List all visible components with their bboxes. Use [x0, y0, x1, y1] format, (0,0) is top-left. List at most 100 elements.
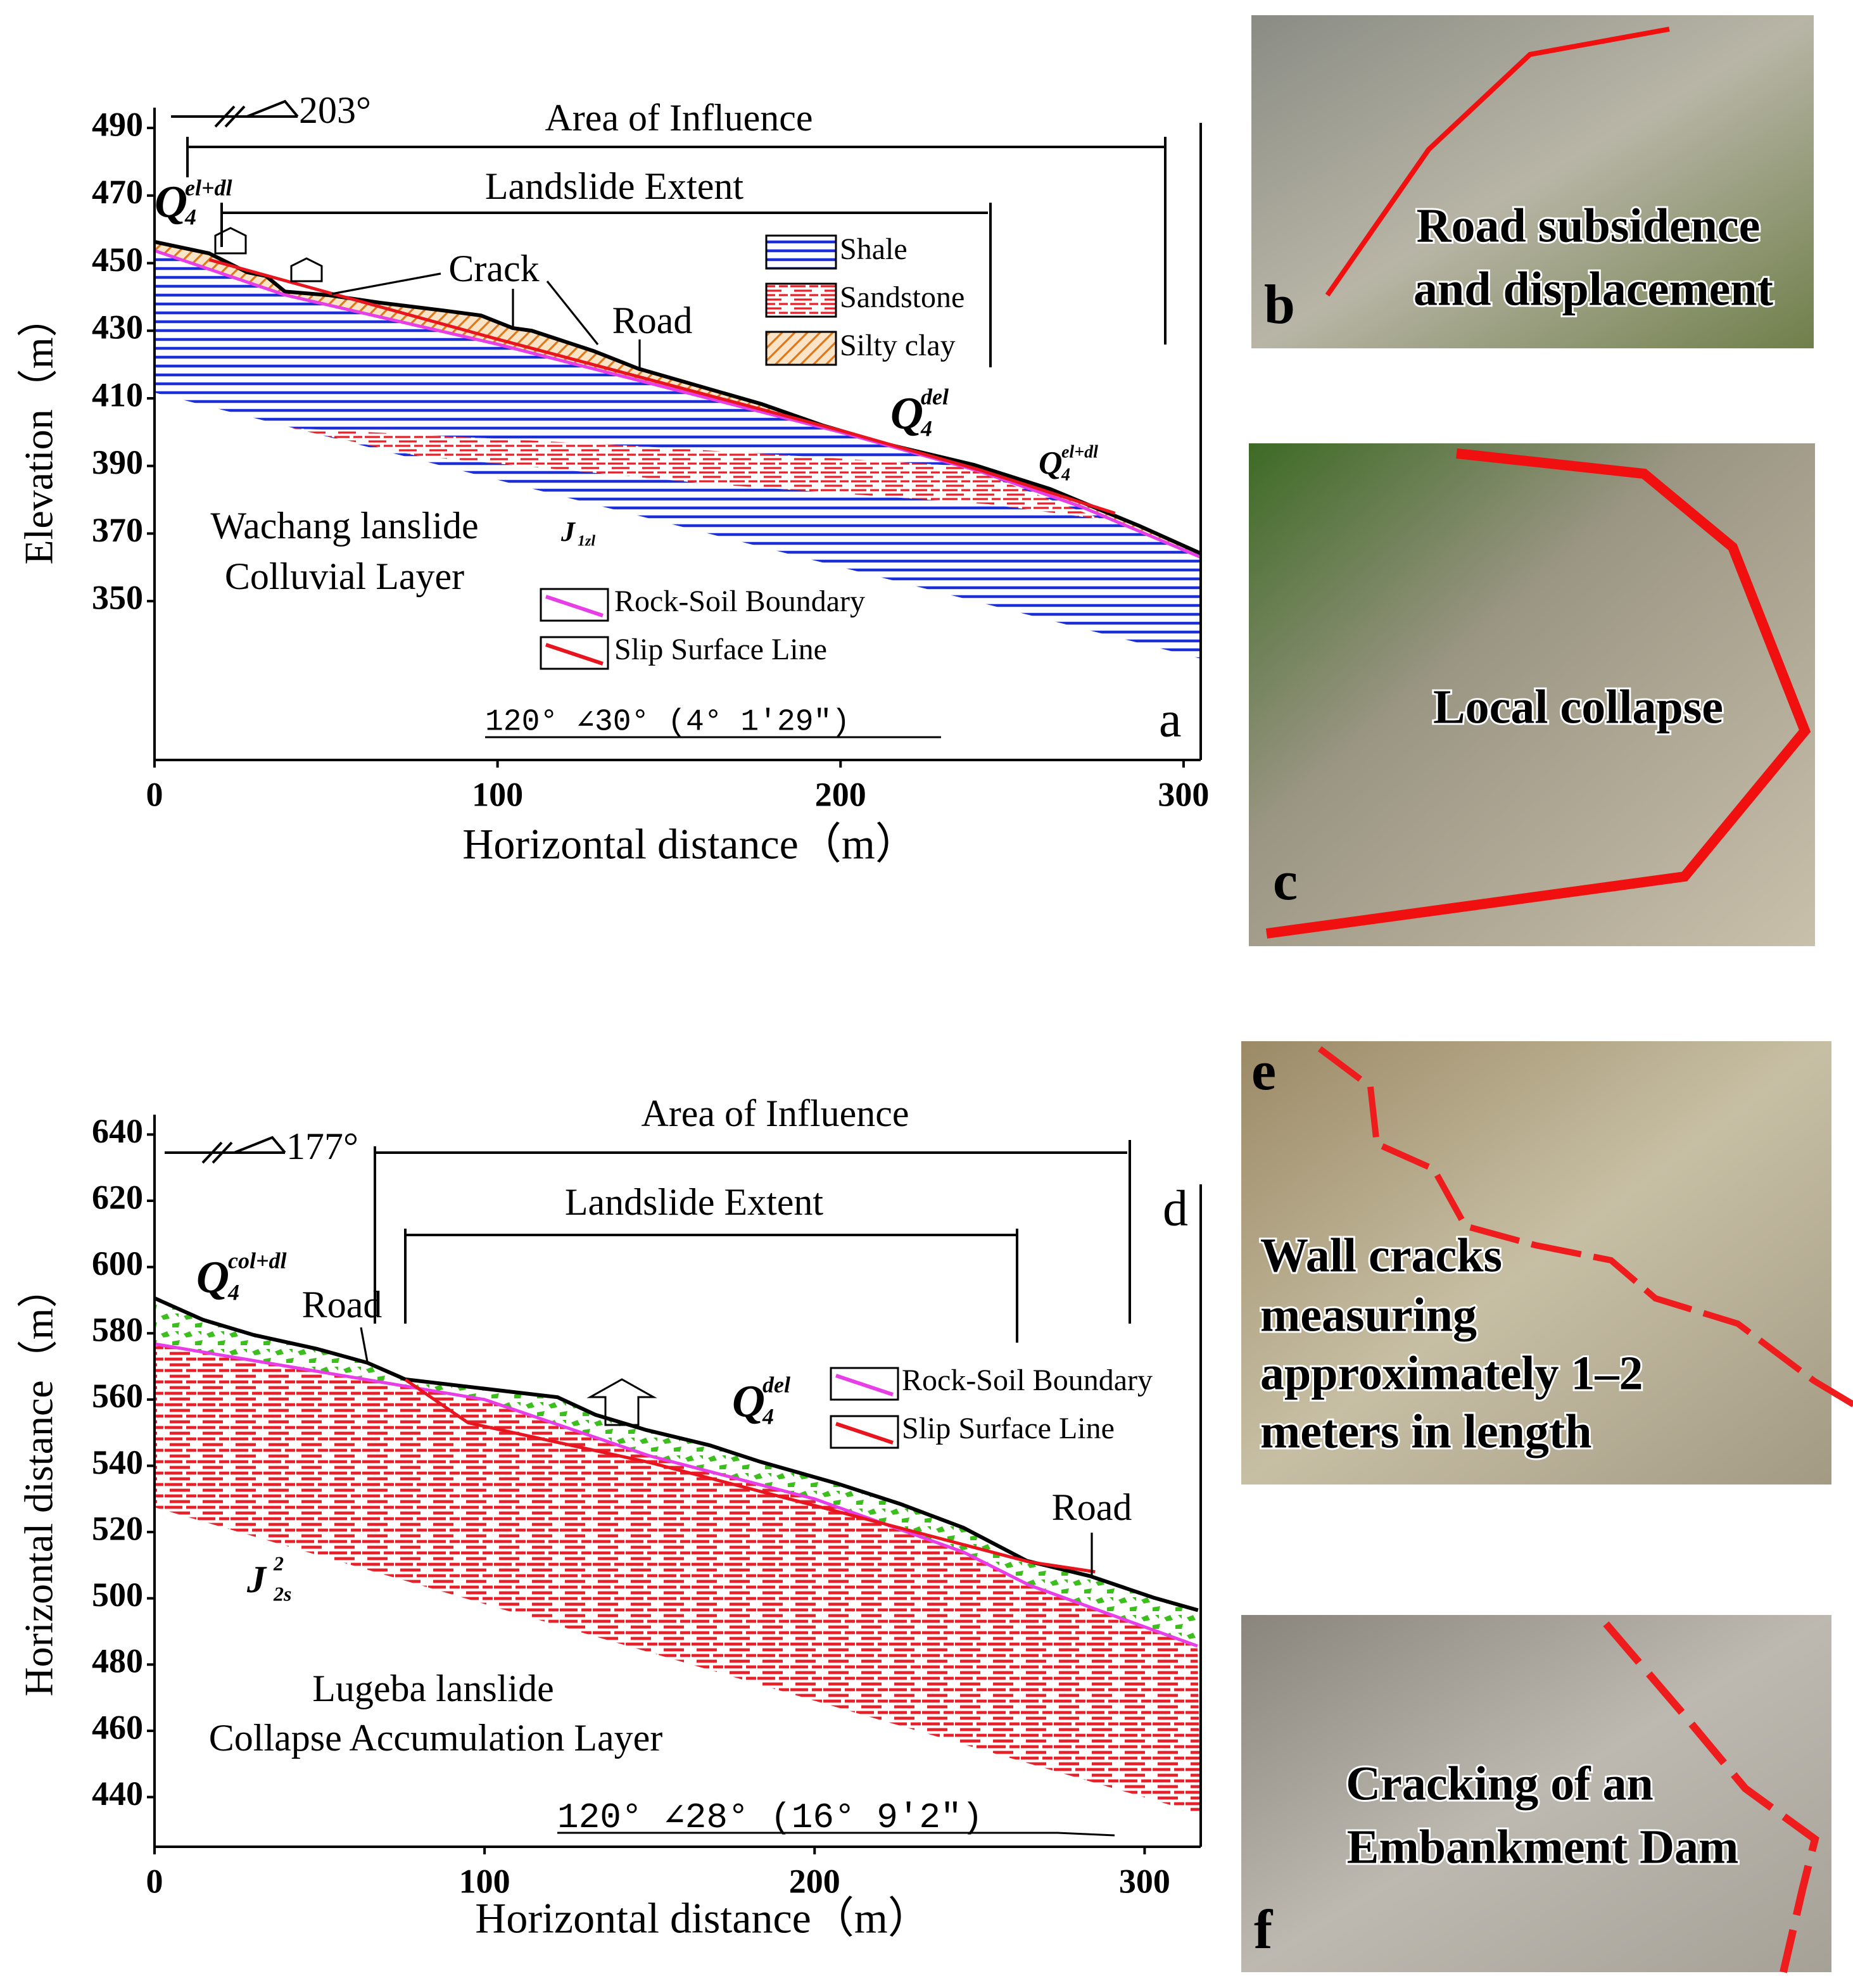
- x-axis-label: Horizontal distance（m）: [475, 1894, 930, 1942]
- legend-line: [835, 1422, 894, 1445]
- stratum-symbol: Q: [196, 1252, 229, 1303]
- y-tick-label: 370: [92, 511, 143, 549]
- crack-trace: [1325, 27, 1670, 297]
- y-tick-label: 430: [92, 308, 143, 346]
- y-tick-label: 480: [92, 1642, 143, 1680]
- y-tick-label: 350: [92, 579, 143, 617]
- annotation: Collapse Accumulation Layer: [209, 1717, 662, 1759]
- stratum-sup: el+dl: [185, 175, 232, 200]
- caption: Embankment Dam: [1347, 1820, 1739, 1873]
- x-tick-label: 100: [459, 1862, 510, 1900]
- stratum-sup: el+dl: [1061, 442, 1098, 462]
- stratum-sup: 2: [273, 1552, 284, 1574]
- stratum-symbol: Q: [1039, 445, 1063, 481]
- legend-swatch: [765, 282, 837, 318]
- azimuth: 203°: [299, 89, 371, 131]
- photo: [1251, 15, 1814, 348]
- stratum-sub: 4: [227, 1279, 239, 1305]
- legend-line: [545, 643, 604, 666]
- panel-label: a: [1159, 692, 1182, 747]
- x-tick-label: 300: [1119, 1862, 1170, 1900]
- leader-lines: [360, 1327, 1093, 1577]
- panel-d-layout: [165, 1136, 1131, 1837]
- photo-f: Cracking of an Embankment Dam f: [1241, 1615, 1831, 1973]
- legend-label: Sandstone: [840, 281, 964, 314]
- soil-layer: [155, 241, 1201, 557]
- annotation: Lugeba lanslide: [312, 1668, 554, 1709]
- leader-lines: [331, 272, 641, 371]
- caption: Cracking of an: [1346, 1757, 1654, 1810]
- photo-c: Local collapse c: [1249, 443, 1815, 946]
- orientation: 120° ∠28° (16° 9'2"): [557, 1797, 983, 1838]
- caption: Wall cracks: [1260, 1229, 1502, 1282]
- x-axis-label: Horizontal distance（m）: [462, 820, 918, 868]
- annotation: Road: [612, 300, 693, 341]
- collapse-trace: [1265, 448, 1811, 939]
- ground-surface: [154, 239, 1202, 555]
- influence-arrow: [186, 137, 1167, 345]
- caption: meters in length: [1260, 1405, 1591, 1458]
- y-tick-label: 470: [92, 173, 143, 211]
- stratum-sup: del: [762, 1372, 790, 1397]
- boundary-line: [208, 258, 1116, 515]
- azimuth: 177°: [286, 1125, 358, 1167]
- extent-arrow: [404, 1229, 1018, 1343]
- crack-trace: [1318, 1046, 1853, 1409]
- y-tick-label: 540: [92, 1443, 143, 1481]
- panel-d-texts: 177° Area of Influence Landslide Extent …: [16, 1092, 1188, 1942]
- legend-label: Shale: [840, 232, 908, 266]
- annotation: Landslide Extent: [485, 165, 744, 207]
- extent-arrow: [220, 203, 992, 367]
- x-tick-label: 0: [146, 775, 163, 813]
- y-tick-label: 410: [92, 376, 143, 414]
- boundary-line: [154, 1342, 1198, 1648]
- y-tick-label: 490: [92, 105, 143, 143]
- panel-label: d: [1163, 1181, 1188, 1236]
- legend-line: [545, 595, 604, 617]
- north-symbol: [165, 1136, 286, 1164]
- y-tick-label: 500: [92, 1576, 143, 1614]
- sandstone-lens: [291, 428, 1102, 519]
- stratum-symbol: J: [246, 1559, 267, 1600]
- house-icon: [586, 1378, 657, 1426]
- stratum-sup: col+dl: [228, 1248, 287, 1273]
- annotation: Wachang lanslide: [210, 505, 478, 547]
- stratum-sup: del: [921, 384, 949, 409]
- north-symbol: [171, 99, 299, 128]
- stratum-sub: 4: [1061, 465, 1070, 484]
- house-icons: [214, 227, 323, 282]
- orientation-line: [557, 1832, 1115, 1837]
- legend-line: [835, 1374, 894, 1396]
- panel-label: c: [1273, 851, 1298, 912]
- boundary-line: [404, 1378, 1096, 1574]
- y-tick-label: 460: [92, 1708, 143, 1746]
- panel-a-texts: 203° Area of Influence Landslide Extent …: [16, 89, 1182, 868]
- y-tick-label: 620: [92, 1178, 143, 1216]
- photo-b: Road subsidence and displacement b: [1251, 15, 1814, 348]
- stratum-sub: 4: [762, 1403, 774, 1429]
- boundary-line: [154, 249, 1201, 559]
- panel-a-layout: [171, 99, 1167, 738]
- crack-trace: [1603, 1621, 1819, 1973]
- panel-label: e: [1251, 1041, 1276, 1102]
- stratum-sub: 4: [184, 204, 196, 229]
- caption: and displacement: [1413, 262, 1773, 315]
- x-tick-label: 100: [472, 775, 523, 813]
- annotation: Area of Influence: [545, 97, 813, 139]
- caption: Local collapse: [1433, 680, 1723, 733]
- stratum-symbol: Q: [732, 1376, 765, 1427]
- photo: [1241, 1615, 1831, 1972]
- rock-layer: [155, 1343, 1201, 1814]
- annotation: Landslide Extent: [565, 1181, 824, 1223]
- stratum-symbol: Q: [155, 177, 187, 227]
- x-tick-label: 300: [1158, 775, 1209, 813]
- y-tick-label: 520: [92, 1509, 143, 1547]
- y-tick-label: 560: [92, 1377, 143, 1415]
- panel-label: b: [1264, 274, 1295, 336]
- legend-label: Rock-Soil Boundary: [614, 585, 865, 618]
- photo-e: Wall cracks measuring approximately 1–2 …: [1241, 1041, 1853, 1485]
- legend-label: Rock-Soil Boundary: [902, 1364, 1153, 1397]
- x-tick-label: 0: [146, 1862, 163, 1900]
- stratum-symbol: J: [560, 516, 576, 547]
